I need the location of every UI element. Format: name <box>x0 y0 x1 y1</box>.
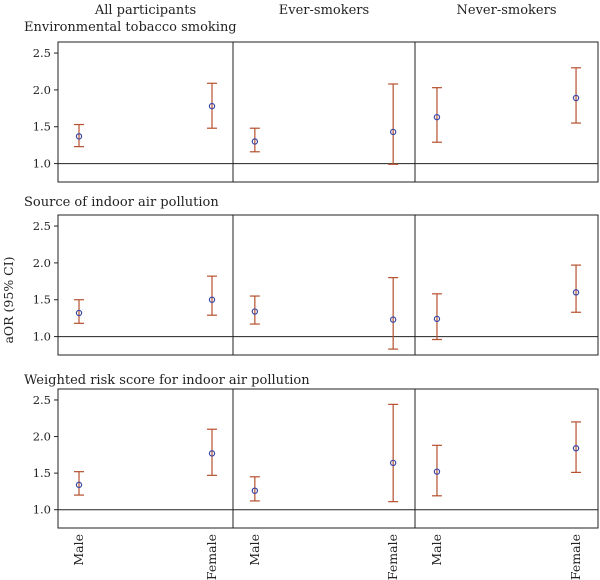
row-title: Environmental tobacco smoking <box>24 20 237 35</box>
estimate-point <box>251 487 259 494</box>
panel-frame <box>414 214 599 356</box>
y-axis-label: aOR (95% CI) <box>1 256 16 343</box>
estimate-point <box>572 94 580 102</box>
y-tick-label: 2.5 <box>33 219 51 233</box>
category-label: Female <box>568 534 583 580</box>
estimate-point <box>208 450 216 457</box>
y-tick-label: 1.5 <box>33 120 51 134</box>
estimate-point <box>208 102 216 110</box>
y-tick-label: 2.0 <box>33 83 51 97</box>
y-tick-label: 1.0 <box>33 157 51 171</box>
estimate-point <box>75 309 83 317</box>
y-tick-label: 2.0 <box>33 256 51 270</box>
panel-grid: All participants Ever-smokers Never-smoker… <box>24 3 599 580</box>
estimate-point <box>389 128 397 136</box>
y-tick-label: 2.0 <box>33 430 51 444</box>
y-tick-label: 1.0 <box>33 330 51 344</box>
estimate-point <box>433 315 441 323</box>
panel-frame <box>414 388 599 529</box>
estimate-point <box>251 308 259 315</box>
panel-frame <box>414 41 599 183</box>
y-tick-label: 1.0 <box>33 503 51 517</box>
y-tick-label: 1.5 <box>33 466 51 480</box>
category-label: Male <box>429 534 444 566</box>
y-tick-label: 2.5 <box>33 393 51 407</box>
column-title: Never-smokers <box>457 3 557 18</box>
panel-frame <box>57 388 234 529</box>
panel-frame <box>232 388 416 529</box>
category-label: Female <box>385 534 400 580</box>
estimate-point <box>75 481 83 489</box>
row-title: Weighted risk score for indoor air pollu… <box>24 373 310 388</box>
estimate-point <box>389 316 397 323</box>
y-tick-label: 1.5 <box>33 293 51 307</box>
estimate-point <box>208 296 216 303</box>
estimate-point <box>433 468 441 475</box>
estimate-point <box>572 445 580 452</box>
column-title: All participants <box>94 3 196 18</box>
category-label: Female <box>204 534 219 580</box>
estimate-point <box>251 138 259 145</box>
panel-frame <box>57 41 234 183</box>
estimate-point <box>389 459 397 467</box>
estimate-point <box>75 133 83 140</box>
panel-frame <box>232 41 416 183</box>
y-tick-label: 2.5 <box>33 46 51 60</box>
column-title: Ever-smokers <box>279 3 369 18</box>
row-title: Source of indoor air pollution <box>24 195 219 210</box>
category-label: Male <box>71 534 86 566</box>
category-label: Male <box>247 534 262 566</box>
panel-frame <box>232 214 416 356</box>
estimate-point <box>572 289 580 296</box>
estimate-point <box>433 113 441 121</box>
panel-frame <box>57 214 234 356</box>
